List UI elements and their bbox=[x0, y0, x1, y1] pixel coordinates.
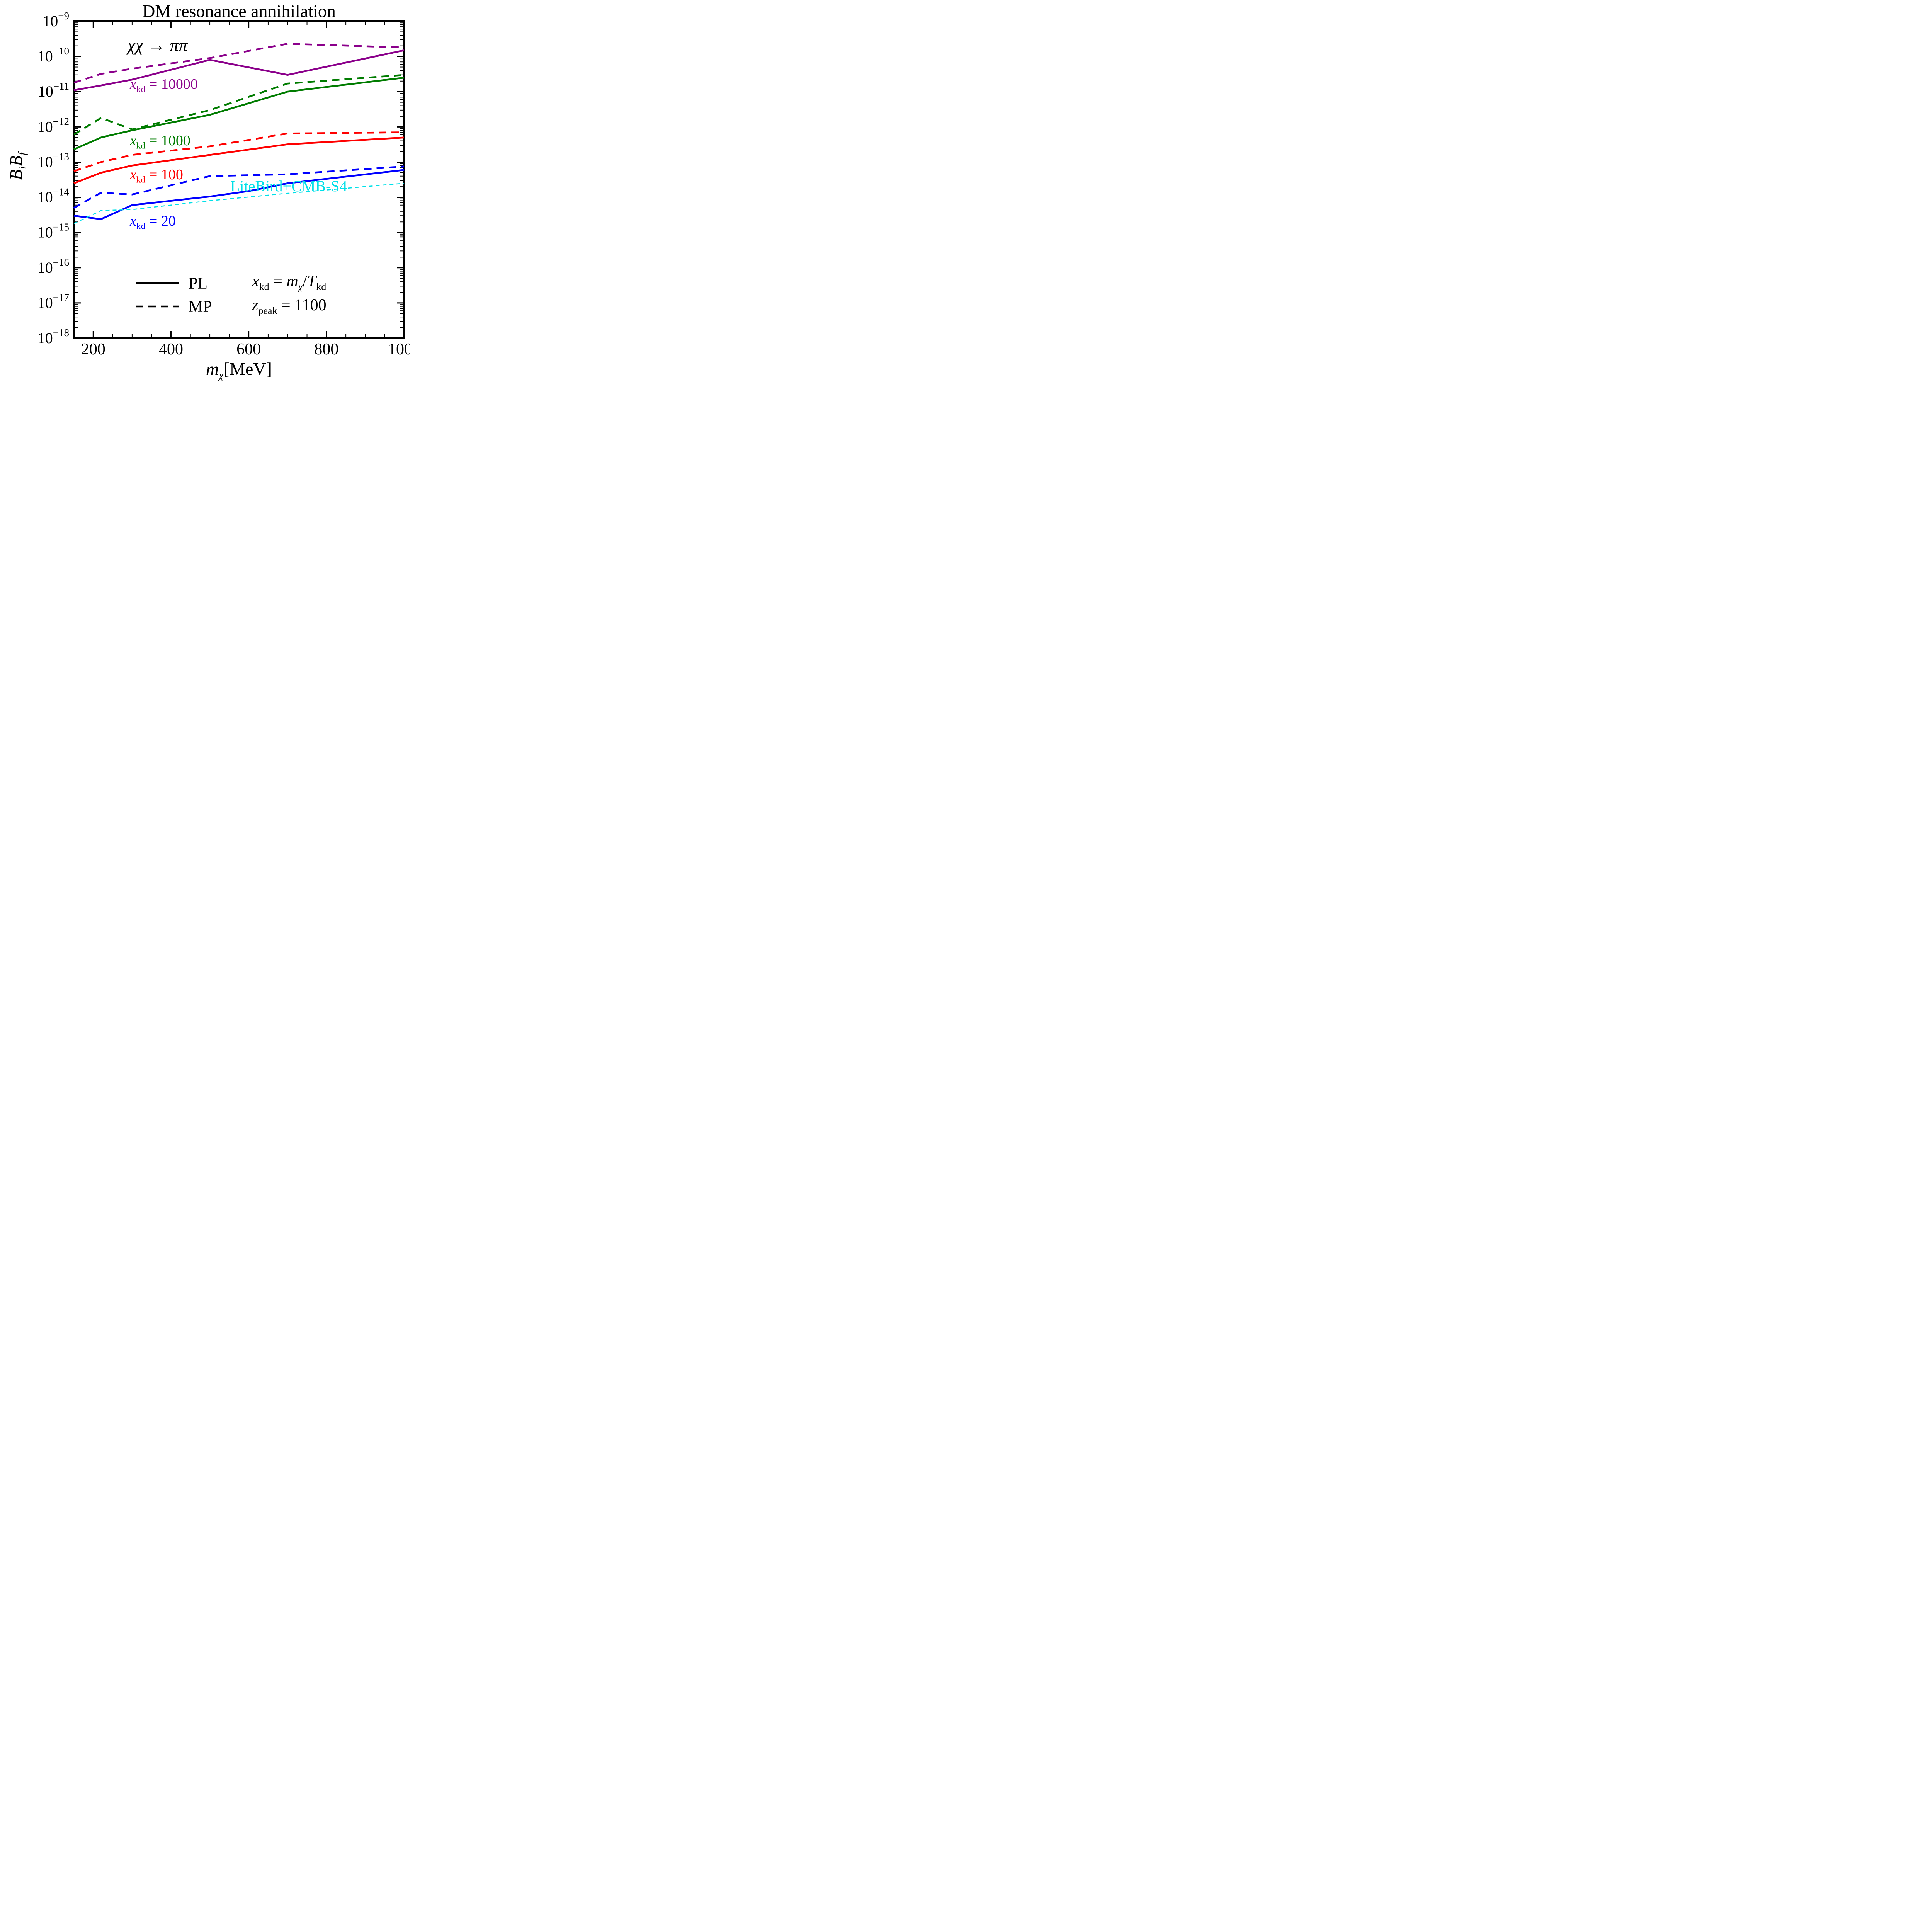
annotation-zpeak: zpeak = 1100 bbox=[252, 296, 327, 317]
x-axis-label: mχ[MeV] bbox=[206, 359, 272, 382]
x-tick-label: 400 bbox=[159, 340, 183, 358]
x-tick-label: 1000 bbox=[388, 340, 410, 358]
series-xkd-10000-MP bbox=[73, 43, 405, 84]
annotation-xkd-1000: xkd = 1000 bbox=[130, 133, 190, 151]
figure: 200 400 600 800 1000 10−9 10−10 10−11 10−12 10−13… bbox=[0, 0, 410, 386]
annotation-process: χχ → ππ bbox=[128, 35, 188, 55]
y-tick-label: 10−10 bbox=[37, 45, 69, 65]
y-tick-label: 10−11 bbox=[38, 80, 69, 100]
series-litebird-cmbs4 bbox=[73, 183, 405, 224]
series-xkd-1000-PL bbox=[73, 77, 405, 150]
y-tick-label: 10−14 bbox=[37, 186, 70, 206]
x-tick-label: 200 bbox=[81, 340, 105, 358]
y-tick-label: 10−16 bbox=[37, 257, 69, 276]
x-tick-label: 800 bbox=[314, 340, 338, 358]
annotation-xkd-20: xkd = 20 bbox=[130, 213, 176, 231]
annotation-litebird-cmbs4: LiteBird+CMB-S4 bbox=[230, 177, 347, 195]
series-xkd-100-PL bbox=[73, 136, 405, 184]
legend-label-pl: PL bbox=[189, 275, 208, 293]
x-tick-label: 600 bbox=[236, 340, 261, 358]
series-xkd-20-PL bbox=[73, 169, 405, 220]
annotation-xkd-100: xkd = 100 bbox=[130, 167, 183, 185]
series-xkd-10000-PL bbox=[73, 49, 405, 91]
series-xkd-20-MP bbox=[73, 165, 405, 209]
plot-area: 200 400 600 800 1000 10−9 10−10 10−11 10−12 10−13… bbox=[37, 10, 410, 358]
chart-title: DM resonance annihilation bbox=[142, 1, 336, 21]
y-tick-label: 10−15 bbox=[37, 221, 69, 241]
y-tick-label: 10−13 bbox=[37, 151, 69, 170]
annotation-xkd-10000: xkd = 10000 bbox=[130, 76, 198, 95]
series-xkd-100-MP bbox=[73, 131, 405, 172]
axes-frame bbox=[73, 20, 405, 339]
y-tick-label: 10−17 bbox=[37, 292, 69, 311]
y-axis-label: BiBf bbox=[6, 152, 29, 180]
y-tick-label: 10−12 bbox=[37, 116, 69, 135]
y-tick-label: 10−9 bbox=[43, 10, 69, 30]
annotation-xkd-definition: xkd = mχ/Tkd bbox=[252, 272, 327, 293]
legend-label-mp: MP bbox=[189, 298, 212, 316]
series-xkd-1000-MP bbox=[73, 74, 405, 136]
y-tick-label: 10−18 bbox=[37, 327, 69, 347]
